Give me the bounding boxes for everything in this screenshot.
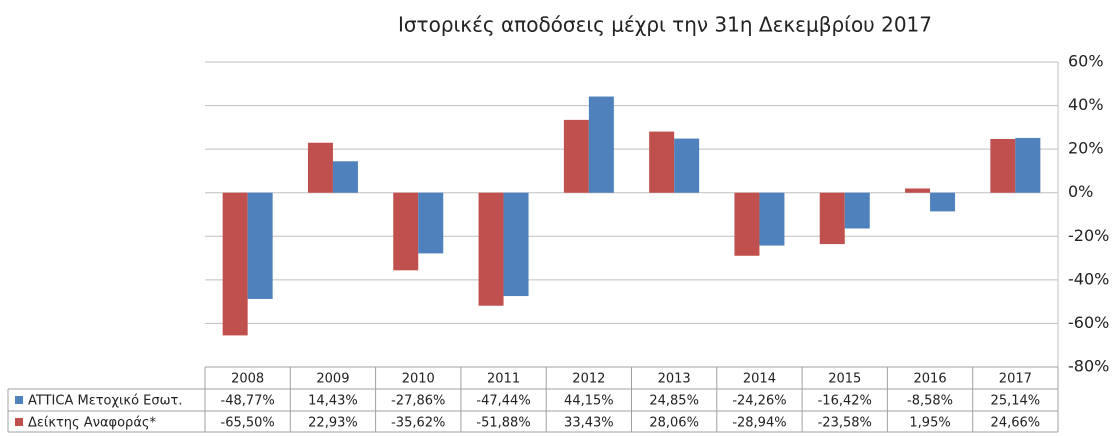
data-label: -47,44%: [476, 394, 530, 409]
legend-label: ATTICA Μετοχικό Εσωτ.: [28, 394, 182, 409]
data-label: 44,15%: [564, 394, 614, 409]
data-label: -65,50%: [221, 416, 275, 431]
chart-title: Ιστορικές αποδόσεις μέχρι την 31η Δεκεμβ…: [398, 13, 932, 37]
bar: [734, 192, 760, 256]
data-label: -28,94%: [732, 416, 786, 431]
x-tick-label: 2012: [572, 372, 605, 387]
data-label: -27,86%: [391, 394, 445, 409]
legend-swatch: [15, 418, 23, 426]
bar: [905, 188, 931, 193]
y-tick-label: 0%: [1068, 182, 1093, 201]
y-tick-label: 20%: [1068, 139, 1104, 158]
bar: [990, 138, 1016, 193]
bar: [674, 138, 700, 193]
x-tick-label: 2015: [828, 372, 861, 387]
bar: [418, 192, 444, 254]
data-label: -8,58%: [907, 394, 953, 409]
data-label: -24,26%: [732, 394, 786, 409]
data-label: -23,58%: [818, 416, 872, 431]
y-tick-label: 60%: [1068, 52, 1104, 71]
x-tick-label: 2013: [658, 372, 691, 387]
bar: [332, 161, 358, 193]
x-tick-label: 2010: [402, 372, 435, 387]
y-tick-label: 40%: [1068, 95, 1104, 114]
bar: [1015, 137, 1041, 193]
y-tick-label: -80%: [1068, 357, 1109, 376]
y-tick-label: -60%: [1068, 313, 1109, 332]
x-tick-label: 2011: [487, 372, 520, 387]
bar: [247, 192, 273, 299]
data-label: 28,06%: [649, 416, 699, 431]
bar: [819, 192, 845, 245]
x-tick-label: 2008: [231, 372, 264, 387]
bar: [844, 192, 870, 229]
y-tick-label: -40%: [1068, 269, 1109, 288]
x-tick-label: 2016: [914, 372, 947, 387]
x-tick-label: 2017: [999, 372, 1032, 387]
data-label: 22,93%: [308, 416, 358, 431]
bar: [393, 192, 419, 271]
data-label: 24,85%: [649, 394, 699, 409]
legend-label: Δείκτης Αναφοράς*: [28, 416, 157, 431]
x-tick-label: 2009: [316, 372, 349, 387]
x-tick-label: 2014: [743, 372, 776, 387]
bar: [588, 96, 614, 193]
data-label: -16,42%: [818, 394, 872, 409]
bar: [649, 131, 675, 193]
bar: [222, 192, 248, 336]
bar: [478, 192, 504, 306]
data-label: 1,95%: [909, 416, 950, 431]
data-label: 25,14%: [991, 394, 1041, 409]
legend-swatch: [15, 396, 23, 404]
data-label: 24,66%: [991, 416, 1041, 431]
bar: [307, 142, 333, 193]
data-label: 33,43%: [564, 416, 614, 431]
bar: [930, 192, 956, 212]
bar: [503, 192, 529, 297]
data-label: 14,43%: [308, 394, 358, 409]
bar: [563, 119, 589, 193]
data-label: -51,88%: [476, 416, 530, 431]
data-label: -35,62%: [391, 416, 445, 431]
bar: [759, 192, 785, 246]
y-tick-label: -20%: [1068, 226, 1109, 245]
data-label: -48,77%: [221, 394, 275, 409]
